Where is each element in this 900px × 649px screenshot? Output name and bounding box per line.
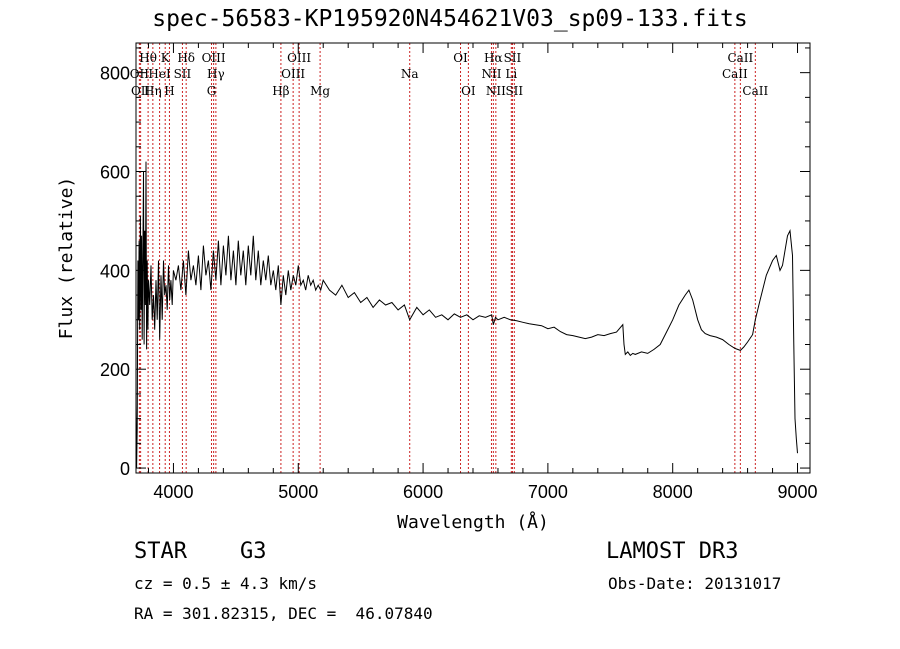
object-class: STAR: [134, 539, 187, 564]
y-tick-label: 400: [100, 261, 130, 281]
survey-name: LAMOST DR3: [606, 539, 739, 564]
y-tick-label: 0: [120, 459, 130, 479]
marker-label: Hβ: [272, 84, 289, 98]
marker-label: CaII: [742, 84, 768, 98]
y-tick-label: 600: [100, 163, 130, 183]
line-markers: [138, 43, 756, 473]
marker-label: HeI: [148, 67, 171, 81]
x-tick-label: 7000: [528, 482, 568, 502]
marker-label: Hα: [484, 51, 503, 65]
marker-label: Hδ: [177, 51, 195, 65]
line-marker-labels: OIIOIIHθHηHeIKHSIIHδGOIIIHγHβOIIIOIIIMgN…: [130, 51, 769, 98]
redshift-text: cz = 0.5 ± 4.3 km/s: [134, 574, 318, 593]
marker-label: NII: [486, 84, 506, 98]
marker-label: OII: [130, 67, 150, 81]
marker-label: CaII: [722, 67, 748, 81]
marker-label: Hθ: [139, 51, 157, 65]
marker-label: Hη: [144, 84, 162, 98]
x-tick-label: 4000: [153, 482, 193, 502]
marker-label: CaII: [727, 51, 753, 65]
marker-label: K: [161, 51, 171, 65]
spectrum-line: [135, 161, 798, 469]
x-tick-label: 9000: [777, 482, 817, 502]
object-subclass: G3: [240, 539, 267, 564]
y-axis-label: Flux (relative): [56, 177, 77, 340]
x-tick-label: 6000: [403, 482, 443, 502]
chart-title: spec-56583-KP195920N454621V03_sp09-133.f…: [152, 6, 748, 32]
x-axis: 4000 5000 6000 7000 8000 9000: [147, 43, 818, 502]
obs-date: Obs-Date: 20131017: [608, 574, 782, 593]
y-axis: 0 200 400 600 800: [100, 47, 810, 479]
marker-label: G: [207, 84, 217, 98]
marker-label: H: [164, 84, 174, 98]
marker-label: Li: [505, 67, 517, 81]
marker-label: OI: [453, 51, 468, 65]
marker-label: OI: [461, 84, 476, 98]
x-axis-label: Wavelength (Å): [397, 511, 549, 533]
y-tick-label: 800: [100, 64, 130, 84]
marker-label: SII: [505, 84, 523, 98]
marker-label: SII: [504, 51, 522, 65]
x-tick-label: 8000: [653, 482, 693, 502]
marker-label: SII: [174, 67, 192, 81]
marker-label: NII: [481, 67, 501, 81]
marker-label: Na: [401, 67, 419, 81]
marker-label: Hγ: [207, 67, 225, 81]
marker-label: OIII: [287, 51, 311, 65]
marker-label: OIII: [281, 67, 305, 81]
marker-label: OIII: [202, 51, 226, 65]
marker-label: Mg: [310, 84, 330, 98]
y-tick-label: 200: [100, 360, 130, 380]
x-tick-label: 5000: [278, 482, 318, 502]
coordinates-text: RA = 301.82315, DEC = 46.07840: [134, 604, 433, 623]
